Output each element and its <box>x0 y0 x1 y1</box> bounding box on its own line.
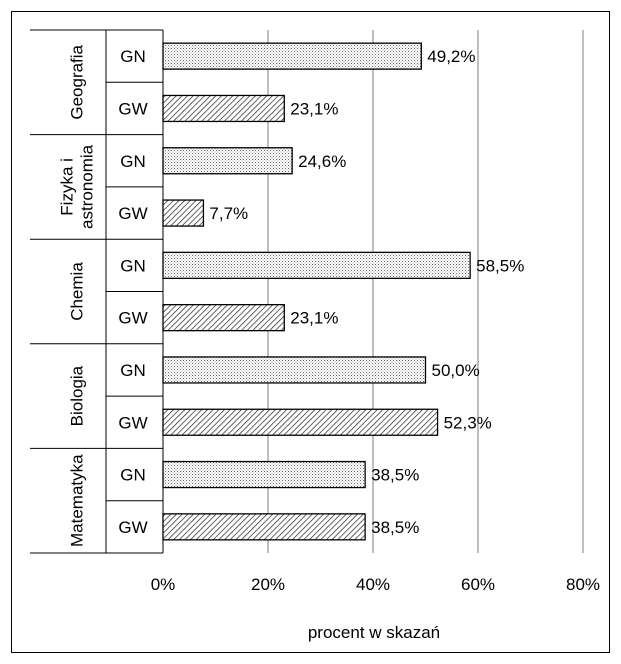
chart-frame <box>11 11 610 653</box>
sub-category-label: GW <box>118 309 147 328</box>
bar-gw <box>162 199 205 227</box>
group-label: Chemia <box>67 262 86 321</box>
bar-value-label: 52,3% <box>444 413 492 432</box>
x-axis-title: procent w skazań <box>308 623 440 642</box>
sub-category-label: GN <box>120 361 146 380</box>
bar-value-label: 24,6% <box>298 152 346 171</box>
bar-gw <box>162 303 285 332</box>
group-label: astronomia <box>77 144 96 229</box>
group-label: Fizyka i <box>57 158 76 216</box>
bar-value-label: 50,0% <box>432 361 480 380</box>
group-label: Biologia <box>67 365 86 426</box>
group-label: Geografia <box>67 44 86 119</box>
bar-gn <box>162 251 471 280</box>
bar-gn <box>162 42 422 70</box>
bar-gn <box>162 147 293 175</box>
x-tick-label: 40% <box>356 575 390 594</box>
bar-gw <box>162 513 366 541</box>
bar-gw <box>162 408 439 436</box>
bar-value-label: 38,5% <box>371 518 419 537</box>
x-tick-label: 80% <box>566 575 600 594</box>
bar-gw <box>162 94 285 123</box>
sub-category-label: GW <box>118 204 147 223</box>
x-tick-label: 60% <box>461 575 495 594</box>
bar-value-label: 49,2% <box>427 47 475 66</box>
bar-value-label: 23,1% <box>290 99 338 118</box>
sub-category-label: GW <box>118 99 147 118</box>
x-tick-label: 0% <box>151 575 176 594</box>
bar-value-label: 58,5% <box>476 256 524 275</box>
bar-value-label: 7,7% <box>209 204 248 223</box>
bar-value-label: 38,5% <box>371 466 419 485</box>
bar-gn <box>162 356 427 384</box>
sub-category-label: GN <box>120 152 146 171</box>
sub-category-label: GW <box>118 518 147 537</box>
sub-category-label: GN <box>120 466 146 485</box>
sub-category-label: GN <box>120 256 146 275</box>
group-label: Matematyka <box>67 454 86 547</box>
sub-category-label: GW <box>118 413 147 432</box>
bar-gn <box>162 460 366 489</box>
x-tick-label: 20% <box>251 575 285 594</box>
sub-category-label: GN <box>120 47 146 66</box>
bar-value-label: 23,1% <box>290 309 338 328</box>
